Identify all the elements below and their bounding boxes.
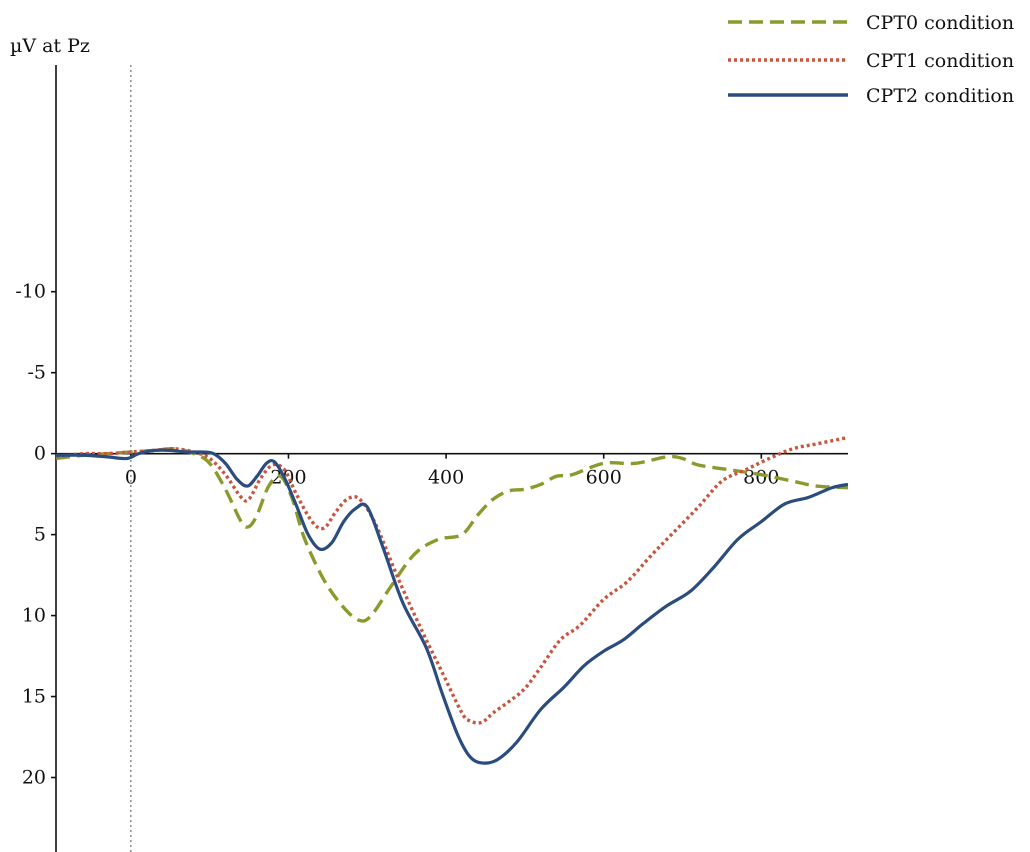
series-line-cpt2-condition [56, 448, 848, 765]
y-tick-label: 15 [22, 686, 46, 708]
legend-label-2: CPT1 condition [866, 50, 1014, 72]
x-tick-label: 0 [125, 467, 137, 489]
x-tick-label: 200 [270, 467, 306, 489]
legend: CPT0 condition CPT1 condition CPT2 conditi… [728, 12, 1014, 107]
series-layer [56, 435, 848, 765]
x-tick-label: 600 [586, 467, 622, 489]
y-tick-label: -10 [15, 281, 46, 303]
y-tick-label: 5 [34, 524, 46, 546]
legend-label-1: CPT0 condition [866, 12, 1014, 34]
series-line-cpt0-condition [56, 446, 848, 623]
y-tick-label: 0 [34, 443, 46, 465]
y-tick-label: 10 [22, 605, 46, 627]
series-line-cpt1-condition [56, 435, 848, 725]
y-tick-label: 20 [22, 767, 46, 789]
x-tick-label: 800 [743, 467, 779, 489]
y-tick-label: -5 [27, 362, 46, 384]
legend-label-3: CPT2 condition [866, 85, 1014, 107]
x-tick-label: 400 [428, 467, 464, 489]
y-axis-title: µV at Pz [10, 35, 90, 57]
